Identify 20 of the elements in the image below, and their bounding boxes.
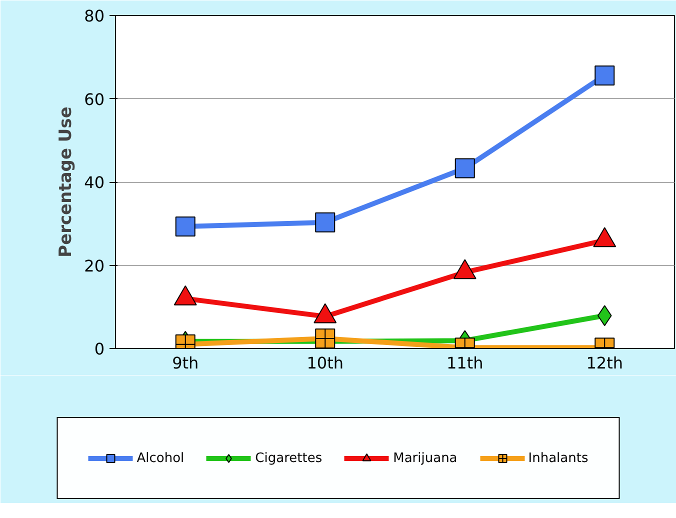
legend-label: Alcohol [136,450,184,466]
point [454,158,475,178]
y-tick-label: 80 [84,6,104,26]
legend-label: Marijuana [393,450,458,466]
point [594,65,615,86]
y-tick-label: 0 [94,340,105,358]
x-tick-label: 11th [446,354,484,372]
point [453,259,476,280]
x-tick-label: 9th [172,354,199,372]
y-axis-title: Percentage Use [56,106,76,258]
point [174,285,197,306]
point [314,303,337,324]
legend-label: Inhalants [528,450,588,466]
y-tick-label: 60 [84,90,104,109]
y-tick-label: 40 [84,173,104,192]
y-tick-label: 20 [84,256,104,276]
x-tick-label: 12th [586,354,624,372]
x-tick-label: 10th [306,354,344,372]
legend-label: Cigarettes [255,450,322,466]
point [593,227,616,248]
